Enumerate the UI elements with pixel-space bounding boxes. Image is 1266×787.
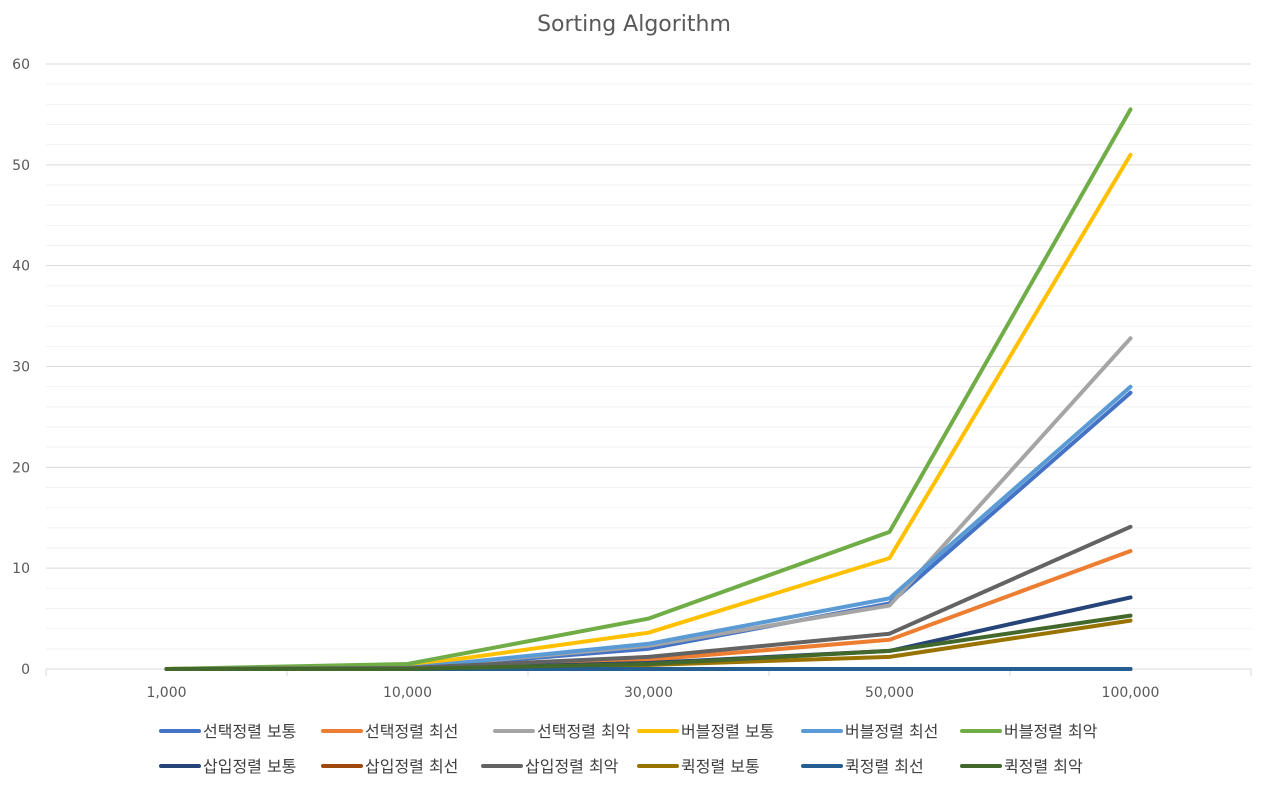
legend-label: 퀵정렬 보통 [681,757,760,776]
y-tick-label: 30 [12,360,30,376]
y-tick-label: 20 [12,460,30,476]
legend-label: 삽입정렬 최악 [525,757,619,776]
legend-item: 버블정렬 보통 [637,722,774,741]
series-line [164,107,1133,671]
x-tick-label: 50,000 [865,685,914,701]
legend-item: 삽입정렬 최선 [321,757,458,776]
legend-label: 선택정렬 최선 [365,722,458,741]
y-tick-label: 40 [12,259,30,275]
legend-item: 버블정렬 최악 [960,722,1098,741]
legend-label: 선택정렬 최악 [537,722,631,741]
x-tick-label: 1,000 [146,685,186,701]
y-tick-label: 50 [12,158,30,174]
x-tick-label: 100,000 [1102,685,1160,701]
legend-item: 선택정렬 최선 [321,722,458,741]
legend-item: 퀵정렬 최악 [960,757,1083,776]
legend-item: 삽입정렬 보통 [159,757,296,776]
legend-label: 버블정렬 최선 [845,722,938,741]
legend-label: 삽입정렬 보통 [203,757,296,776]
legend-item: 선택정렬 최악 [493,722,631,741]
legend-item: 퀵정렬 보통 [637,757,760,776]
y-axis-tick-labels: 0 10 20 30 40 50 60 [12,57,30,678]
major-gridlines [46,63,1251,569]
legend-item: 선택정렬 보통 [159,722,296,741]
y-tick-label: 60 [12,57,30,73]
legend-item: 퀵정렬 최선 [801,757,924,776]
legend-label: 버블정렬 보통 [681,722,774,741]
legend-item: 버블정렬 최선 [801,722,938,741]
series-line [164,613,1133,671]
series-line [164,549,1133,671]
legend-label: 선택정렬 보통 [203,722,296,741]
x-tick-label: 30,000 [624,685,673,701]
minor-gridlines [46,83,1251,650]
y-tick-label: 10 [12,561,30,577]
legend-label: 퀵정렬 최악 [1004,757,1083,776]
legend-item: 삽입정렬 최악 [481,757,619,776]
series-lines [164,107,1133,671]
legend-label: 퀵정렬 최선 [845,757,924,776]
x-axis-tick-labels: 1,000 10,000 30,000 50,000 100,000 [146,685,1159,701]
x-tick-label: 10,000 [383,685,432,701]
chart-title: Sorting Algorithm [537,12,731,37]
legend-label: 삽입정렬 최선 [365,757,458,776]
y-tick-label: 0 [21,662,30,678]
legend-label: 버블정렬 최악 [1004,722,1098,741]
legend: 선택정렬 보통 선택정렬 최선 선택정렬 최악 버블정렬 보통 버블정렬 최선 버블정렬 … [159,722,1098,776]
